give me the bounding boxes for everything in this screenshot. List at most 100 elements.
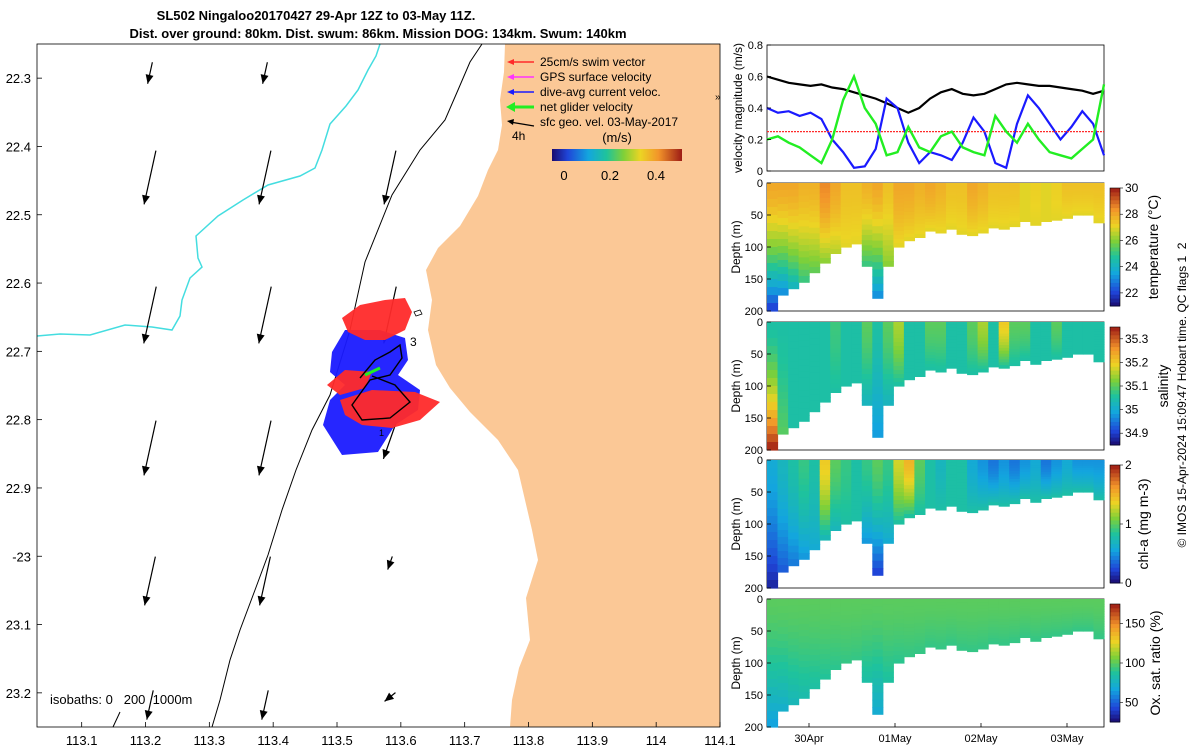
section-cell	[893, 655, 905, 660]
section-cell	[840, 334, 852, 339]
section-cell	[819, 664, 831, 670]
section-cell	[1030, 353, 1042, 357]
section-cell	[819, 362, 831, 368]
section-cell	[1072, 201, 1084, 204]
section-cell	[767, 631, 779, 640]
colorbar-segment	[1110, 302, 1120, 307]
section-cell	[956, 211, 968, 216]
section-cell	[977, 189, 989, 193]
section-cell	[1009, 332, 1021, 337]
colorbar-segment	[1110, 678, 1120, 684]
section-cell	[956, 647, 968, 651]
section-cell	[1019, 355, 1031, 359]
section-cell	[1072, 460, 1084, 463]
section-cell	[788, 242, 800, 250]
section-cell	[788, 512, 800, 520]
section-cell	[1019, 216, 1031, 220]
section-cell	[1030, 222, 1042, 226]
section-cell	[882, 475, 894, 482]
colorbar-segment	[1110, 639, 1120, 644]
colorbar-tick-label: 22	[1125, 286, 1139, 300]
section-cell	[809, 199, 821, 206]
section-cell	[1093, 188, 1105, 192]
section-cell	[788, 460, 800, 468]
section-cell	[1030, 188, 1042, 192]
section-cell	[956, 231, 968, 235]
section-cell	[830, 357, 842, 363]
depth-tick-label: 50	[751, 626, 763, 638]
section-cell	[840, 239, 852, 244]
section-cell	[1019, 615, 1031, 619]
section-cell	[861, 198, 873, 205]
section-cell	[809, 499, 821, 506]
section-cell	[798, 472, 810, 480]
section-cell	[798, 685, 810, 693]
section-cell	[861, 635, 873, 642]
section-cell	[882, 379, 894, 385]
section-cell	[967, 199, 979, 204]
section-cell	[998, 488, 1010, 493]
section-cell	[946, 203, 958, 207]
section-cell	[777, 467, 789, 475]
section-cell	[893, 639, 905, 644]
section-cell	[893, 635, 905, 640]
section-cell	[977, 599, 989, 603]
section-cell	[851, 363, 863, 369]
legend-gps-label: GPS surface velocity	[540, 70, 651, 84]
colorbar-tick-label: 35	[1125, 403, 1139, 417]
section-cell	[1082, 619, 1094, 622]
section-cell	[872, 233, 884, 242]
section-cell	[893, 520, 905, 525]
section-cell	[851, 348, 863, 353]
section-cell	[1040, 618, 1052, 622]
section-cell	[788, 328, 800, 336]
section-cell	[819, 495, 831, 501]
section-cell	[1072, 476, 1084, 479]
section-cell	[851, 652, 863, 657]
section-cell	[1061, 322, 1073, 325]
section-cell	[1051, 471, 1063, 475]
section-cell	[998, 333, 1010, 337]
section-cell	[830, 512, 842, 518]
section-cell	[988, 225, 1000, 229]
section-cell	[882, 677, 894, 683]
section-cell	[1030, 327, 1042, 331]
section-cell	[861, 358, 873, 365]
section-cell	[767, 295, 779, 304]
chl-section	[767, 460, 1105, 589]
section-cell	[998, 200, 1010, 204]
section-cell	[977, 365, 989, 370]
section-cell	[1082, 346, 1094, 349]
section-cell	[882, 353, 894, 359]
section-cell	[1019, 343, 1031, 347]
section-cell	[861, 250, 873, 257]
section-cell	[809, 504, 821, 511]
section-cell	[872, 430, 884, 438]
section-cell	[903, 642, 915, 647]
section-cell	[809, 361, 821, 368]
section-cell	[788, 658, 800, 666]
section-cell	[788, 618, 800, 626]
section-cell	[767, 687, 779, 696]
section-cell	[1082, 209, 1094, 212]
section-cell	[819, 213, 831, 219]
section-cell	[988, 350, 1000, 354]
section-cell	[1093, 604, 1105, 608]
section-cell	[1072, 488, 1084, 491]
section-cell	[977, 229, 989, 234]
section-cell	[1019, 491, 1031, 495]
section-cell	[998, 604, 1010, 609]
section-cell	[988, 607, 1000, 611]
section-cell	[1030, 465, 1042, 469]
title-line-1: SL502 Ningaloo20170427 29-Apr 12Z to 03-…	[157, 8, 476, 23]
section-cell	[1030, 481, 1042, 485]
section-cell	[767, 460, 779, 469]
section-cell	[809, 406, 821, 413]
section-cell	[809, 604, 821, 611]
section-cell	[998, 365, 1010, 369]
section-cell	[840, 362, 852, 367]
section-cell	[1051, 464, 1063, 468]
section-cell	[1019, 358, 1031, 361]
section-cell	[851, 479, 863, 484]
section-cell	[988, 183, 1000, 187]
